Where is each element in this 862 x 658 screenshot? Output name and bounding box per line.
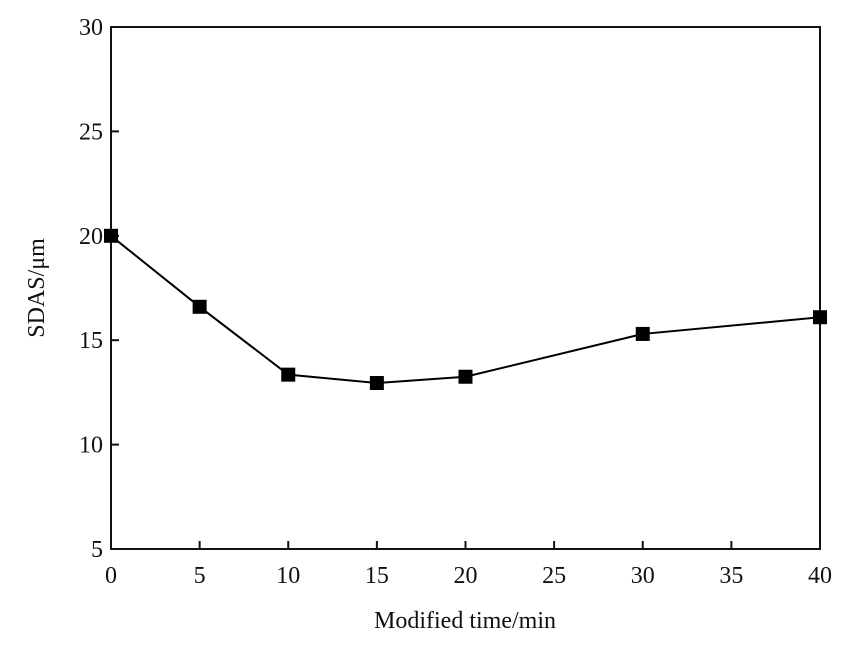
y-tick-label: 20 [79, 224, 103, 250]
y-tick-label: 15 [79, 328, 103, 354]
y-tick-label: 5 [91, 537, 103, 563]
data-point [458, 369, 473, 384]
x-tick-label: 30 [631, 563, 655, 589]
x-tick-label: 35 [719, 563, 743, 589]
data-line [110, 235, 821, 385]
y-tick-label: 30 [79, 15, 103, 41]
plot-frame [110, 26, 821, 550]
data-point [104, 228, 118, 243]
x-tick-label: 5 [194, 563, 206, 589]
y-axis-label: SDAS/μm [24, 238, 50, 338]
data-point [192, 299, 207, 314]
x-tick-label: 15 [365, 563, 389, 589]
y-tick-label: 10 [79, 433, 103, 459]
data-point [813, 310, 827, 325]
x-tick-label: 40 [808, 563, 832, 589]
x-tick-label: 20 [454, 563, 478, 589]
x-axis-label: Modified time/min [374, 608, 556, 634]
data-point [281, 367, 296, 382]
x-tick-label: 0 [105, 563, 117, 589]
data-point [635, 326, 650, 341]
y-tick-label: 25 [79, 119, 103, 145]
x-tick-label: 10 [276, 563, 300, 589]
data-point [369, 376, 384, 391]
x-tick-label: 25 [542, 563, 566, 589]
